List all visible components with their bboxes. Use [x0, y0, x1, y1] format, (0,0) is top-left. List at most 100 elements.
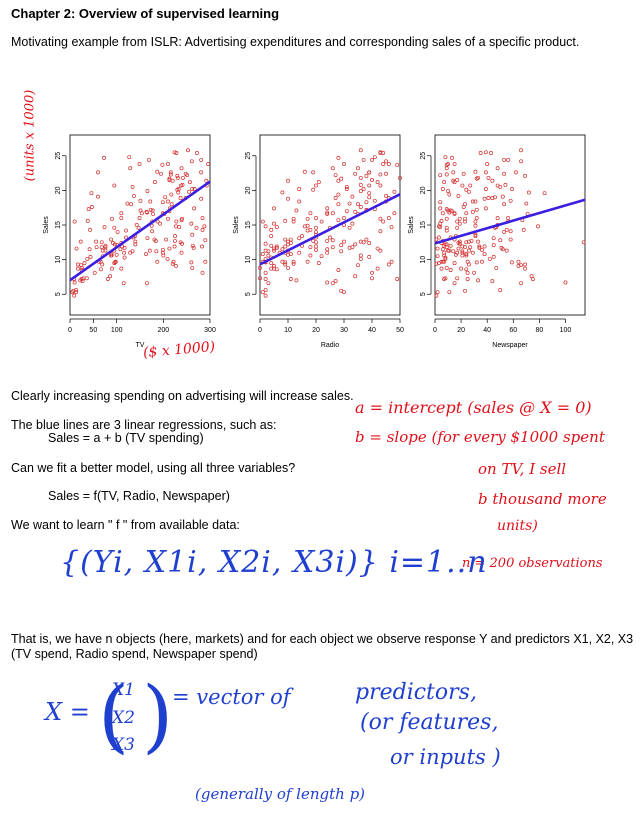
scatter-chart-radio: 0 10 20 30 40 50 5 10 15 20 25 Radio Sales	[233, 134, 404, 349]
data-point	[145, 189, 150, 194]
data-point	[325, 210, 330, 215]
data-point	[358, 253, 363, 258]
data-point	[172, 150, 177, 155]
data-point	[480, 247, 484, 252]
data-point	[269, 261, 274, 266]
data-point	[263, 288, 268, 293]
data-point	[269, 266, 274, 271]
data-point	[398, 175, 402, 180]
x-tick-label: 300	[204, 327, 216, 334]
data-point	[286, 178, 290, 183]
data-point	[122, 250, 127, 255]
data-point	[386, 216, 391, 221]
page-heading: Chapter 2: Overview of supervised learni…	[11, 6, 280, 21]
scatter-chart-tv: 0 50 100 200 300 5 10 15 20 25 TV Sales	[43, 134, 216, 349]
data-point	[136, 225, 141, 230]
data-point	[96, 194, 100, 199]
data-point	[152, 180, 157, 185]
data-point	[166, 216, 170, 221]
x1-label: X1	[112, 680, 135, 700]
data-point	[72, 293, 77, 298]
data-point	[172, 244, 177, 249]
data-point	[483, 170, 488, 175]
data-point	[110, 241, 115, 245]
x-tick-label: 0	[433, 327, 437, 334]
data-point	[470, 209, 475, 214]
regression-line	[259, 193, 401, 266]
data-point	[260, 290, 265, 295]
data-point	[344, 184, 349, 189]
data-point	[203, 259, 208, 264]
data-point	[464, 187, 469, 192]
data-point	[84, 276, 89, 281]
data-point	[563, 280, 568, 285]
data-point	[440, 187, 445, 191]
data-point	[494, 265, 499, 270]
data-point	[506, 157, 510, 162]
data-point	[336, 202, 341, 207]
data-point	[378, 248, 383, 253]
y-tick-label: 5	[420, 292, 427, 296]
data-point	[180, 175, 185, 180]
data-point	[314, 244, 318, 249]
data-point	[474, 216, 479, 221]
data-point	[173, 263, 178, 268]
data-point	[187, 189, 191, 194]
data-point	[444, 207, 449, 212]
data-point	[297, 236, 302, 241]
data-point	[190, 243, 195, 248]
data-point	[325, 238, 330, 243]
data-point	[274, 225, 279, 230]
data-point	[378, 172, 383, 177]
scatter-panel-newspaper: 0 20 40 60 80 100 5 10 15 20 25 Newspaper Sales	[408, 125, 590, 365]
data-point	[138, 198, 143, 203]
data-point	[498, 238, 503, 243]
data-point	[493, 195, 497, 200]
data-point	[367, 191, 372, 196]
data-point	[490, 196, 495, 200]
data-point	[102, 225, 107, 230]
data-point	[490, 279, 495, 284]
data-point	[294, 208, 299, 213]
data-point	[118, 247, 123, 252]
data-point	[200, 216, 205, 221]
data-point	[311, 187, 316, 192]
data-point	[72, 280, 77, 285]
data-point	[442, 277, 447, 281]
data-point	[109, 237, 114, 242]
data-point	[463, 245, 467, 250]
data-point	[353, 171, 358, 176]
data-point	[94, 245, 99, 250]
data-point	[389, 259, 394, 264]
data-point	[150, 229, 155, 234]
data-point	[153, 238, 158, 243]
data-point	[381, 162, 386, 167]
x-tick-label: 100	[560, 327, 572, 334]
data-point	[266, 253, 271, 258]
data-point	[314, 216, 318, 221]
data-point	[316, 261, 321, 266]
data-point	[119, 266, 124, 271]
data-point	[154, 249, 159, 254]
data-point	[170, 261, 175, 266]
data-point	[189, 221, 194, 226]
data-point	[455, 178, 460, 182]
data-point	[473, 232, 478, 237]
data-point	[356, 263, 360, 268]
data-point	[330, 238, 335, 243]
data-point	[516, 259, 521, 264]
length-p-text: (generally of length p)	[195, 785, 366, 803]
data-point	[272, 266, 276, 271]
data-point	[86, 207, 91, 212]
data-point	[452, 211, 457, 216]
text-sales-eq: Sales = a + b (TV spending)	[48, 431, 204, 445]
data-point	[127, 155, 132, 160]
data-point	[347, 245, 352, 250]
data-point	[286, 239, 290, 244]
data-point	[272, 246, 276, 251]
data-point	[166, 199, 170, 204]
data-point	[192, 187, 197, 191]
data-point	[478, 151, 483, 155]
data-point	[489, 151, 494, 155]
scatter-chart-newspaper: 0 20 40 60 80 100 5 10 15 20 25 Newspaper Sales	[408, 134, 586, 349]
